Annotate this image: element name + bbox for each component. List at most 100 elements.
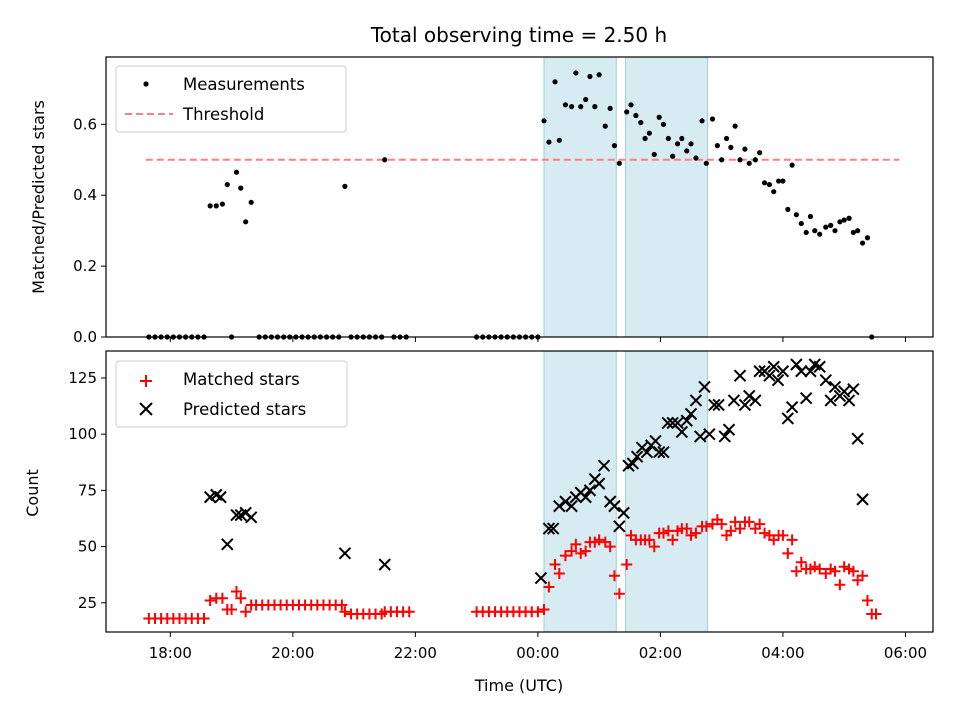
- measurement-point: [761, 180, 768, 186]
- measurement-point: [703, 160, 709, 166]
- predicted-star-point: [542, 522, 556, 535]
- predicted-star-point: [712, 398, 725, 412]
- matched-star-point: [559, 550, 571, 562]
- top-legend-frame: [115, 65, 347, 133]
- predicted-star-point: [795, 365, 808, 378]
- matched-star-point: [795, 556, 807, 568]
- x-tick-label: 04:00: [761, 644, 804, 662]
- matched-star-point: [613, 588, 625, 600]
- measurement-point: [562, 102, 569, 108]
- matched-star-point: [216, 592, 228, 604]
- predicted-star-point: [608, 499, 621, 513]
- y-tick-label: 0.6: [73, 115, 97, 133]
- predicted-star-point: [703, 427, 716, 441]
- predicted-star-point: [230, 508, 243, 522]
- measurement-point: [719, 157, 725, 163]
- matched-star-point: [580, 545, 592, 557]
- predicted-star-point: [763, 369, 776, 382]
- bottom-x-axis-label: Time (UTC): [474, 676, 563, 695]
- matched-star-point: [570, 538, 582, 550]
- measurement-point: [546, 139, 552, 145]
- matched-star-point: [834, 579, 846, 591]
- measurement-point: [850, 229, 856, 236]
- matched-star-point: [657, 527, 669, 539]
- bottom-legend: Matched stars Predicted stars: [115, 360, 348, 428]
- predicted-star-point: [842, 394, 856, 407]
- top-panel: 0.0 0.2 0.4 0.6 Matched/Predicted stars Mea…: [29, 56, 934, 346]
- y-tick-label: 50: [78, 538, 97, 556]
- bottom-x-axis-ticks: 18:00 20:00 22:00 00:00 02:00 04:00 06:00: [149, 632, 927, 662]
- predicted-star-point: [553, 499, 566, 513]
- predicted-star-point: [856, 493, 869, 506]
- top-legend: Measurements Threshold: [115, 65, 347, 133]
- measurement-point: [651, 151, 657, 158]
- matched-star-point: [593, 534, 605, 546]
- measurement-point: [785, 206, 791, 213]
- matched-star-point: [648, 541, 660, 553]
- predicted-star-point: [617, 506, 630, 520]
- matched-star-point: [861, 595, 873, 607]
- measurement-point: [583, 96, 589, 103]
- measurement-point: [573, 70, 579, 76]
- matched-star-point: [549, 559, 561, 571]
- measurement-point: [679, 135, 685, 142]
- measurement-point: [665, 135, 671, 142]
- predicted-star-point: [738, 398, 752, 412]
- measurement-point: [812, 228, 818, 234]
- matched-star-point: [226, 604, 238, 616]
- bottom-plot-frame: [105, 350, 934, 633]
- top-y-axis-label: Matched/Predicted stars: [29, 100, 48, 294]
- y-tick-label: 0.4: [73, 186, 97, 204]
- measurement-point: [728, 144, 734, 150]
- measurement-point: [859, 240, 866, 246]
- matched-star-point: [685, 529, 697, 541]
- predicted-star-point: [743, 389, 756, 403]
- x-tick-label: 18:00: [149, 644, 192, 662]
- measurement-point: [624, 109, 630, 115]
- matched-star-point: [667, 534, 679, 546]
- matched-star-point: [543, 581, 555, 593]
- predicted-star-point: [221, 538, 234, 551]
- measurement-point: [746, 160, 752, 166]
- matched-star-point: [829, 565, 841, 577]
- measurement-point: [587, 73, 593, 80]
- predicted-star-point: [640, 445, 654, 459]
- legend-measurements-label: Measurements: [183, 75, 305, 94]
- measurement-point: [832, 228, 838, 234]
- measurement-point: [780, 178, 786, 184]
- predicted-star-point: [753, 365, 766, 378]
- predicted-star-point: [680, 414, 693, 427]
- predicted-star-point: [749, 394, 762, 407]
- predicted-star-point: [244, 511, 258, 524]
- predicted-star-point: [767, 360, 780, 373]
- predicted-star-point: [579, 490, 592, 504]
- predicted-star-point: [804, 365, 817, 378]
- measurement-point: [568, 104, 575, 110]
- x-tick-label: 00:00: [516, 644, 559, 662]
- measurement-point: [233, 169, 240, 175]
- measurement-point: [596, 72, 602, 78]
- predicted-star-point: [847, 383, 860, 396]
- measurement-point: [607, 105, 613, 111]
- predicted-star-point: [689, 394, 703, 407]
- predicted-star-point: [649, 434, 662, 448]
- predicted-star-point: [785, 400, 799, 414]
- predicted-star-point: [626, 457, 640, 470]
- measurement-point: [742, 146, 748, 152]
- legend-matched-label: Matched stars: [183, 370, 300, 389]
- bottom-shaded-spans: [543, 350, 709, 633]
- x-tick-label: 02:00: [639, 644, 682, 662]
- matched-star-point: [700, 520, 712, 532]
- measurement-point: [732, 123, 738, 129]
- shaded-span: [624, 56, 709, 338]
- measurement-point: [578, 104, 584, 110]
- measurement-point: [823, 224, 829, 230]
- measurement-point: [602, 123, 608, 129]
- measurement-point: [660, 121, 667, 127]
- y-tick-label: 0.2: [73, 257, 97, 275]
- legend-predicted-marker: [139, 402, 153, 416]
- measurement-point: [382, 157, 388, 163]
- top-y-axis-ticks: 0.0 0.2 0.4 0.6: [73, 115, 106, 346]
- measurement-point: [592, 104, 598, 110]
- matched-star-point: [847, 565, 859, 577]
